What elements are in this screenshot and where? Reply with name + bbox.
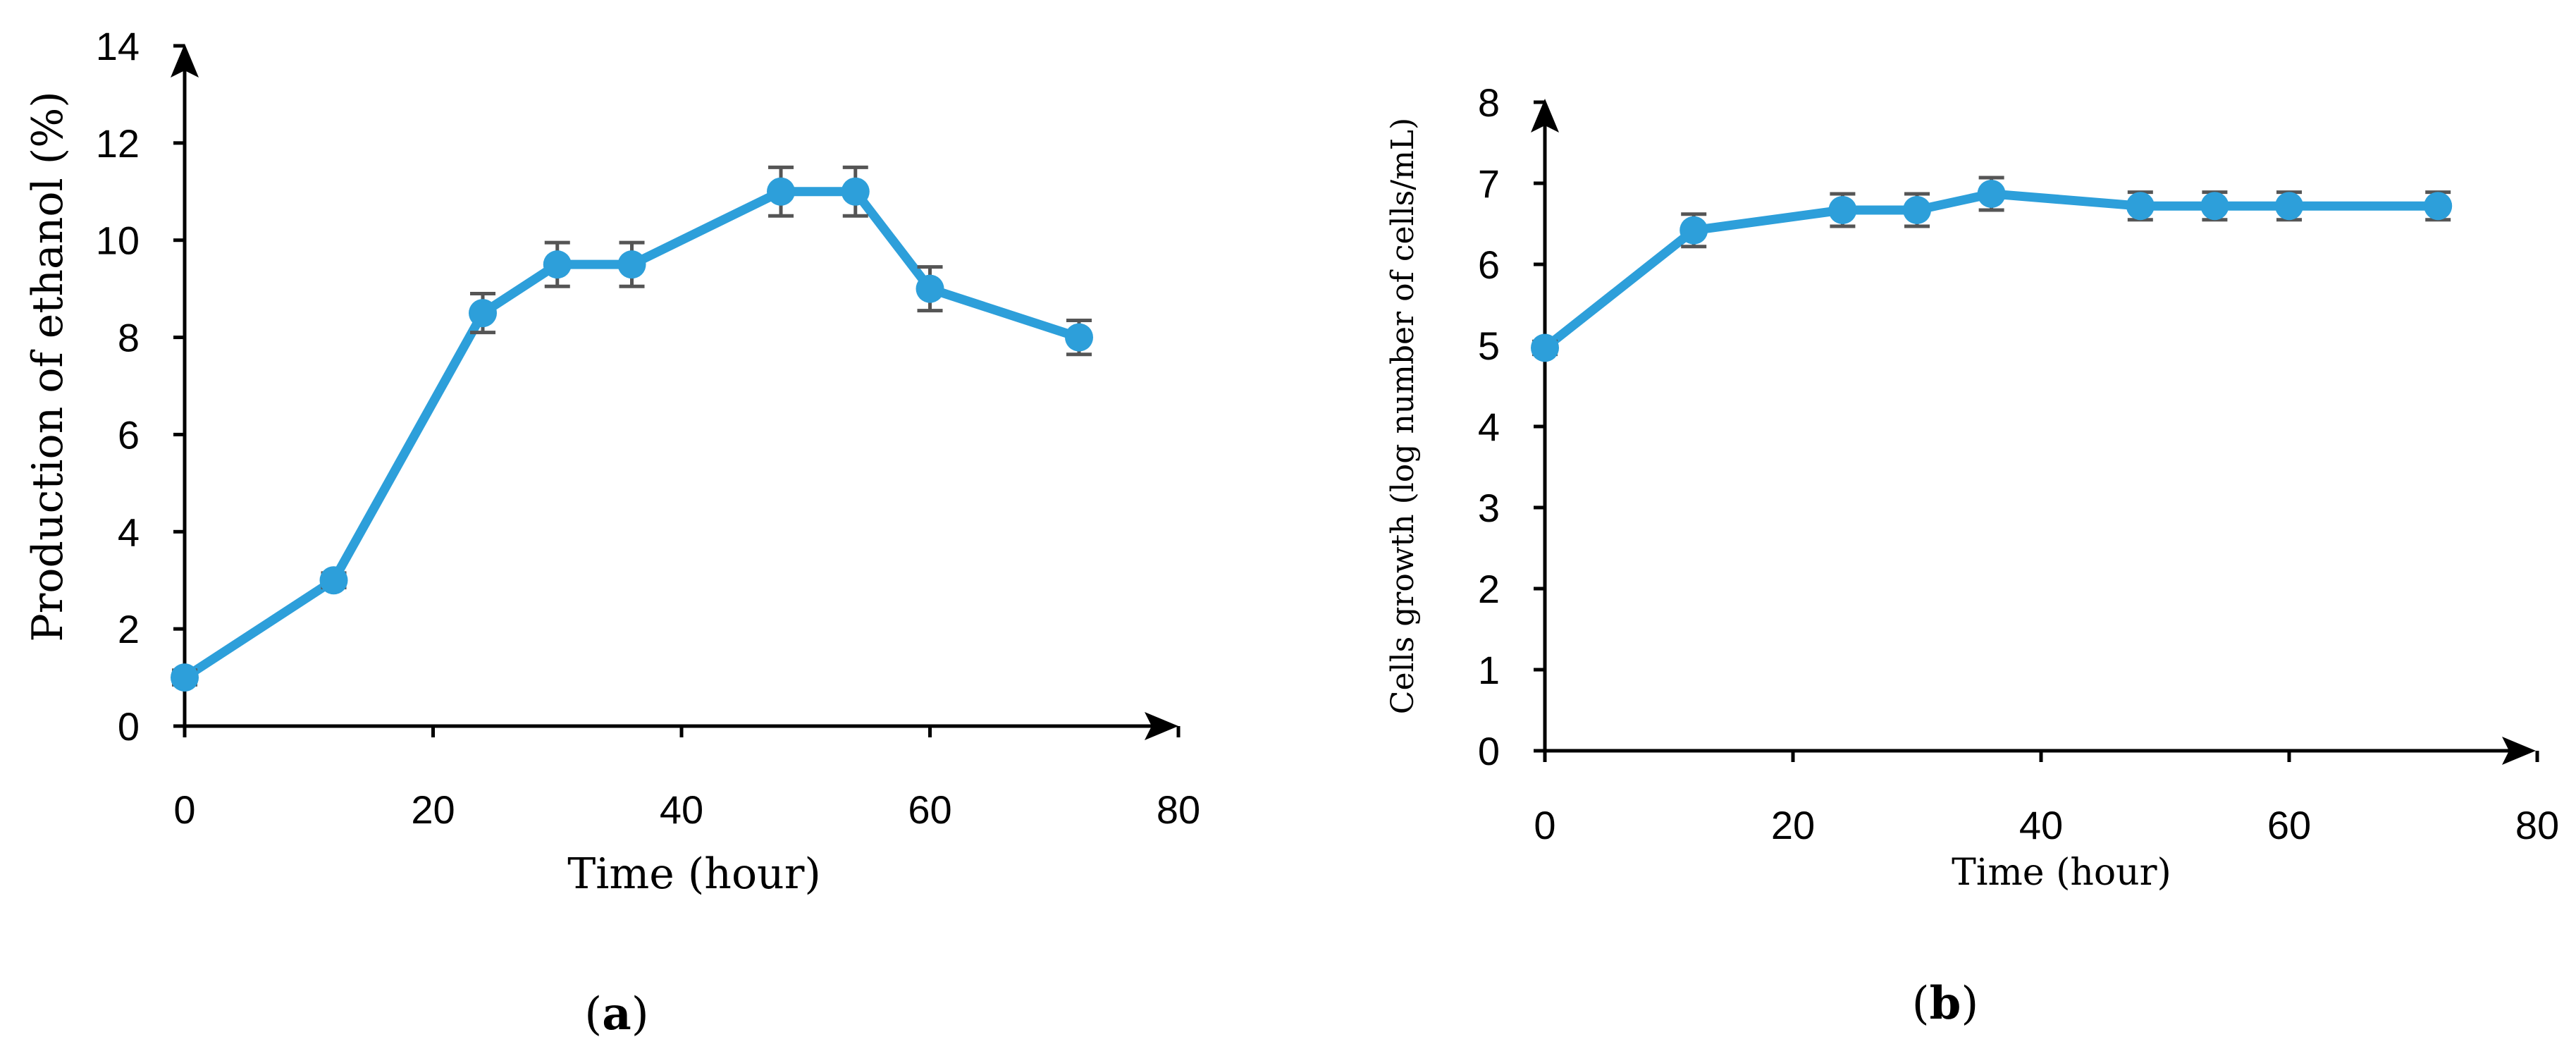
- data-point: [2126, 192, 2155, 221]
- x-tick-label: 0: [1534, 803, 1555, 847]
- y-tick-label: 2: [1478, 567, 1500, 611]
- y-tick-label: 14: [96, 24, 140, 68]
- y-tick-label: 6: [118, 412, 140, 457]
- y-tick-label: 8: [118, 316, 140, 360]
- y-tick-label: 10: [96, 219, 140, 263]
- y-tick-label: 5: [1478, 324, 1500, 368]
- data-point: [1977, 179, 2006, 208]
- x-axis-label: Time (hour): [1952, 852, 2171, 894]
- y-axis-label: Cells growth (log number of cells/mL): [1385, 118, 1421, 714]
- x-axis-label: Time (hour): [567, 849, 821, 899]
- x-tick-label: 0: [173, 787, 195, 832]
- data-point: [767, 177, 795, 206]
- y-tick-label: 7: [1478, 161, 1500, 206]
- data-point: [916, 274, 944, 303]
- y-tick-label: 3: [1478, 486, 1500, 530]
- y-tick-label: 4: [118, 510, 140, 554]
- data-point: [543, 250, 572, 279]
- x-tick-label: 40: [2019, 803, 2063, 847]
- data-point: [1065, 323, 1093, 352]
- panel-caption: (b): [1912, 977, 1979, 1030]
- data-point: [319, 566, 348, 595]
- x-tick-label: 60: [2267, 803, 2311, 847]
- data-point: [1680, 216, 1708, 245]
- y-tick-label: 8: [1478, 80, 1500, 125]
- chart-panel-a: 0 20 40 60 80 0 2 4 6 8 10 12 14 Time (hour) Productio…: [23, 24, 1200, 1040]
- data-point: [2424, 192, 2453, 221]
- data-point: [171, 663, 199, 692]
- x-tick-label: 40: [660, 787, 703, 832]
- data-point: [2275, 192, 2303, 221]
- y-tick-label: 0: [118, 704, 140, 749]
- x-axis-arrowhead: [1145, 712, 1178, 740]
- y-tick-label: 0: [1478, 729, 1500, 773]
- x-tick-label: 20: [411, 787, 455, 832]
- y-axis-arrowhead: [171, 44, 199, 78]
- y-tick-label: 6: [1478, 242, 1500, 287]
- y-tick-label: 2: [118, 607, 140, 651]
- x-tick-label: 80: [2515, 803, 2559, 847]
- y-axis-label: Production of ethanol (%): [23, 91, 73, 641]
- y-tick-label: 4: [1478, 405, 1500, 449]
- data-point: [1531, 333, 1559, 362]
- x-tick-label: 60: [908, 787, 951, 832]
- y-tick-label: 12: [96, 121, 140, 166]
- x-axis-arrowhead: [2502, 737, 2536, 765]
- data-point: [841, 177, 870, 206]
- data-point: [1903, 195, 1931, 224]
- y-tick-label: 1: [1478, 648, 1500, 692]
- data-point: [617, 250, 646, 279]
- x-tick-label: 80: [1157, 787, 1200, 832]
- y-axis-arrowhead: [1531, 99, 1559, 133]
- data-point: [2200, 192, 2229, 221]
- x-tick-label: 20: [1771, 803, 1815, 847]
- data-point: [469, 299, 497, 328]
- data-point: [1828, 195, 1857, 224]
- panel-caption: (a): [584, 988, 648, 1040]
- series-line: [1540, 189, 2443, 352]
- chart-panel-b: 0 20 40 60 80 0 1 2 3 4 5 6 7 8 Time (hour) Cells growt…: [1385, 80, 2559, 1030]
